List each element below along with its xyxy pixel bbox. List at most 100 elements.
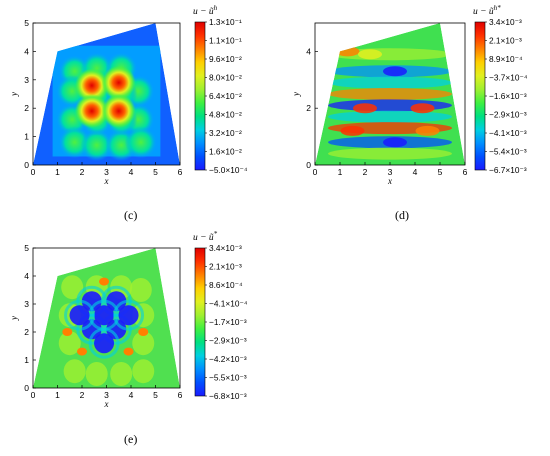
colorbar-tick-label: −5.4×10⁻³ bbox=[489, 147, 527, 157]
colorbar-tick-label: 4.8×10⁻² bbox=[209, 110, 242, 120]
colorbar-tick-label: −4.2×10⁻³ bbox=[209, 354, 247, 364]
colorbar-tick-label: 8.6×10⁻⁴ bbox=[209, 280, 243, 290]
field-blob bbox=[110, 362, 133, 386]
field-trough bbox=[106, 319, 127, 340]
colorbar-tick-label: 2.1×10⁻³ bbox=[489, 36, 522, 46]
colorbar-tick-label: 1.6×10⁻² bbox=[209, 147, 242, 157]
colorbar bbox=[194, 247, 206, 397]
caption-c: (c) bbox=[124, 208, 138, 222]
colorbar-tick-label: 2.1×10⁻³ bbox=[209, 262, 242, 272]
x-tick-label: 3 bbox=[104, 390, 109, 400]
field-spot bbox=[138, 328, 149, 336]
field-band bbox=[328, 110, 452, 123]
y-tick-label: 0 bbox=[24, 383, 29, 393]
field-blob bbox=[132, 331, 155, 356]
field-blob bbox=[85, 362, 108, 386]
y-tick-label: 5 bbox=[24, 243, 29, 253]
y-tick-label: 2 bbox=[24, 327, 29, 337]
colorbar-tick-label: −4.1×10⁻⁴ bbox=[209, 299, 248, 309]
colorbar-tick-label: −1.7×10⁻³ bbox=[209, 317, 247, 327]
field-blob bbox=[124, 126, 157, 159]
colorbar-tick-label: −2.9×10⁻³ bbox=[209, 336, 247, 346]
field-spot bbox=[383, 137, 407, 148]
field-spot bbox=[353, 103, 377, 114]
x-tick-label: 4 bbox=[129, 390, 134, 400]
x-tick-label: 2 bbox=[80, 390, 85, 400]
colorbar-tick-label: −5.5×10⁻³ bbox=[209, 373, 247, 383]
colorbar-title: u − ũh bbox=[193, 4, 218, 17]
field-band bbox=[328, 147, 452, 160]
y-tick-label: 2 bbox=[24, 103, 29, 113]
field-trough bbox=[69, 305, 90, 326]
y-tick-label: 2 bbox=[306, 103, 311, 113]
field-trough bbox=[81, 291, 102, 312]
colorbar-tick-label: −6.7×10⁻³ bbox=[489, 165, 527, 175]
panel-e: 0 1 2 3 4 5 6 0 1 2 3 4 5 x y u − ũ* 3.4×10⁻³ 2.1×10⁻³ 8.… bbox=[0, 226, 275, 456]
field-blob bbox=[63, 359, 86, 384]
y-tick-label: 0 bbox=[306, 160, 311, 170]
y-axis-label: y bbox=[9, 92, 19, 97]
field-peak bbox=[101, 94, 136, 129]
field-blob bbox=[129, 278, 152, 302]
colorbar-tick-label: −6.8×10⁻³ bbox=[209, 391, 247, 401]
colorbar-tick-label: 8.0×10⁻² bbox=[209, 73, 242, 83]
colorbar bbox=[194, 21, 206, 171]
x-tick-label: 6 bbox=[463, 167, 468, 177]
caption-e: (e) bbox=[124, 432, 138, 446]
y-tick-label: 5 bbox=[24, 18, 29, 28]
colorbar-tick-label: −2.9×10⁻³ bbox=[489, 110, 527, 120]
colorbar bbox=[474, 21, 486, 171]
field-band bbox=[328, 88, 452, 100]
colorbar-tick-label: 3.2×10⁻² bbox=[209, 128, 242, 138]
field-spot bbox=[340, 125, 365, 136]
colorbar-tick-label: 8.9×10⁻⁴ bbox=[489, 54, 523, 64]
field-spot bbox=[383, 66, 407, 77]
colorbar-title: u − ũ* bbox=[193, 230, 218, 243]
field-ring bbox=[64, 299, 96, 331]
panel-c: 0 1 2 3 4 5 6 0 1 2 3 4 5 x y u − ũh 1.3×10⁻¹ 1.1×10⁻¹ 9.… bbox=[0, 0, 275, 228]
y-tick-label: 0 bbox=[24, 160, 29, 170]
x-tick-label: 3 bbox=[388, 167, 393, 177]
x-tick-label: 6 bbox=[178, 167, 183, 177]
colorbar-tick-label: 1.3×10⁻¹ bbox=[209, 17, 242, 27]
x-tick-label: 2 bbox=[363, 167, 368, 177]
x-tick-label: 4 bbox=[129, 167, 134, 177]
field-trough bbox=[118, 305, 139, 326]
colorbar-tick-label: −4.1×10⁻³ bbox=[489, 128, 527, 138]
colorbar-tick-label: 1.1×10⁻¹ bbox=[209, 36, 242, 46]
x-tick-label: 0 bbox=[31, 390, 36, 400]
field-ring bbox=[88, 327, 120, 359]
field-peak bbox=[74, 94, 109, 129]
x-axis-label: x bbox=[104, 399, 109, 409]
x-tick-label: 4 bbox=[413, 167, 418, 177]
field-spot bbox=[410, 103, 435, 114]
heatmap-d: 0 1 2 3 4 5 6 0 2 4 x y u − ũh*3.4×10⁻³ 2.1×10⁻³ 8.9×… bbox=[291, 4, 528, 186]
field-spot bbox=[335, 46, 360, 57]
field-band bbox=[328, 76, 452, 89]
x-tick-label: 5 bbox=[438, 167, 443, 177]
field-spot bbox=[415, 125, 440, 136]
heatmap-e: 0 1 2 3 4 5 6 0 1 2 3 4 5 x y u − ũ*3.4×10⁻³ 2.1×10⁻³ 8.… bbox=[9, 230, 248, 409]
field-peak bbox=[101, 65, 136, 100]
colorbar-tick-label: 6.4×10⁻² bbox=[209, 91, 242, 101]
field-blob bbox=[132, 359, 155, 384]
x-tick-label: 5 bbox=[153, 167, 158, 177]
y-axis-label: y bbox=[291, 92, 301, 97]
field-blob bbox=[61, 275, 84, 300]
field-trough bbox=[94, 305, 115, 326]
field-spot bbox=[358, 49, 382, 60]
field-blob bbox=[80, 129, 113, 162]
caption-d: (d) bbox=[395, 208, 409, 222]
x-axis-label: x bbox=[387, 176, 392, 186]
field-ring bbox=[113, 299, 145, 331]
colorbar-tick-label: 3.4×10⁻³ bbox=[489, 17, 522, 27]
x-tick-label: 6 bbox=[178, 390, 183, 400]
colorbar-tick-label: −3.7×10⁻⁴ bbox=[489, 73, 528, 83]
colorbar-title-superscript: * bbox=[214, 230, 218, 238]
y-tick-label: 3 bbox=[24, 299, 29, 309]
field-blob bbox=[58, 331, 81, 356]
y-axis-label: y bbox=[9, 316, 19, 321]
colorbar-title: u − ũh* bbox=[473, 4, 501, 17]
y-tick-label: 4 bbox=[306, 46, 311, 56]
y-tick-label: 4 bbox=[24, 271, 29, 281]
